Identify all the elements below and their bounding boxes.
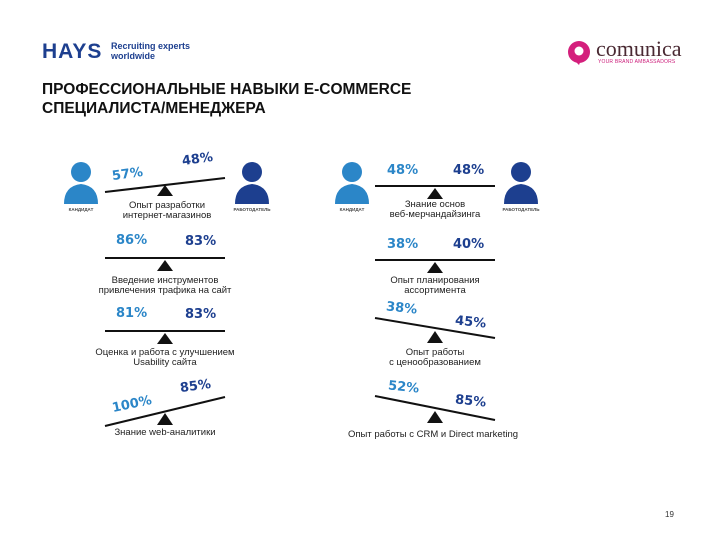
candidate-percent: 86% xyxy=(116,233,148,248)
balance-scale-icon xyxy=(104,177,226,196)
candidate-person-icon xyxy=(64,162,98,204)
page-title-line1: ПРОФЕССИОНАЛЬНЫЕ НАВЫКИ E-COMMERCE xyxy=(42,81,412,98)
page-title: ПРОФЕССИОНАЛЬНЫЕ НАВЫКИ E-COMMERCE СПЕЦИ… xyxy=(42,80,411,118)
skill-caption: Опыт разработки интернет-магазинов xyxy=(82,201,252,221)
skill-caption: Введение инструментов привлечения трафик… xyxy=(80,276,250,296)
comunica-logo: comunica xyxy=(596,36,682,61)
hays-tagline-line2: worldwide xyxy=(111,51,156,61)
candidate-percent: 38% xyxy=(387,237,419,252)
skill-caption-line2: интернет-магазинов xyxy=(122,210,212,221)
skill-caption-line2: привлечения трафика на сайт xyxy=(98,285,232,296)
skill-caption: Знание web-аналитики xyxy=(80,428,250,438)
candidate-percent: 48% xyxy=(387,163,419,178)
employer-person-icon xyxy=(235,162,269,204)
balance-scale-icon xyxy=(375,185,495,199)
skill-caption: Оценка и работа с улучшением Usability с… xyxy=(80,348,250,368)
employer-percent: 40% xyxy=(453,237,485,252)
employer-percent: 48% xyxy=(181,149,214,170)
candidate-person-icon xyxy=(335,162,369,204)
skill-caption-line2: Usability сайта xyxy=(133,357,197,368)
skill-caption-line1: Опыт работы xyxy=(405,347,465,358)
balance-scale-icon xyxy=(105,330,225,344)
right-employer-label: РАБОТОДАТЕЛЬ xyxy=(502,207,540,212)
skill-caption-line1: Введение инструментов xyxy=(111,275,219,286)
page-title-line2: СПЕЦИАЛИСТА/МЕНЕДЖЕРА xyxy=(42,100,266,117)
candidate-percent: 81% xyxy=(116,306,148,321)
hays-tagline-line1: Recruiting experts xyxy=(111,41,191,51)
skill-caption: Опыт работы с CRM и Direct marketing xyxy=(348,430,518,440)
left-candidate-label: КАНДИДАТ xyxy=(68,207,94,212)
skill-caption-line1: Знание web-аналитики xyxy=(114,427,216,438)
skill-caption-line1: Знание основ xyxy=(404,199,466,210)
balance-scale-icon xyxy=(105,257,225,271)
comunica-tagline: YOUR BRAND AMBASSADORS xyxy=(598,59,676,65)
hays-tagline: Recruiting experts worldwide xyxy=(111,41,190,61)
comunica-logo-mark-icon xyxy=(568,41,590,65)
skill-caption-line2: с ценообразованием xyxy=(389,357,481,368)
skill-caption: Опыт планирования ассортимента xyxy=(350,276,520,296)
left-employer-label: РАБОТОДАТЕЛЬ xyxy=(233,207,271,212)
skill-caption: Знание основ веб-мерчандайзинга xyxy=(350,200,520,220)
skill-caption-line1: Опыт планирования xyxy=(390,275,480,286)
skill-caption-line2: веб-мерчандайзинга xyxy=(389,209,481,220)
page-number: 19 xyxy=(665,510,674,519)
employer-percent: 48% xyxy=(453,163,485,178)
skill-caption-line1: Опыт разработки xyxy=(128,200,206,211)
balance-scale-icon xyxy=(374,395,496,423)
skill-caption-line1: Оценка и работа с улучшением xyxy=(95,347,235,358)
balance-scale-icon xyxy=(375,259,495,273)
skill-caption-line1: Опыт работы с CRM и Direct marketing xyxy=(348,429,519,440)
hays-logo: HAYS xyxy=(42,40,103,63)
balance-scale-icon xyxy=(374,317,496,343)
balance-scale-icon xyxy=(104,396,226,427)
skill-caption: Опыт работы с ценообразованием xyxy=(350,348,520,368)
employer-percent: 83% xyxy=(185,234,217,249)
skill-caption-line2: ассортимента xyxy=(404,285,466,296)
right-candidate-label: КАНДИДАТ xyxy=(339,207,365,212)
employer-person-icon xyxy=(504,162,538,204)
employer-percent: 83% xyxy=(185,307,217,322)
